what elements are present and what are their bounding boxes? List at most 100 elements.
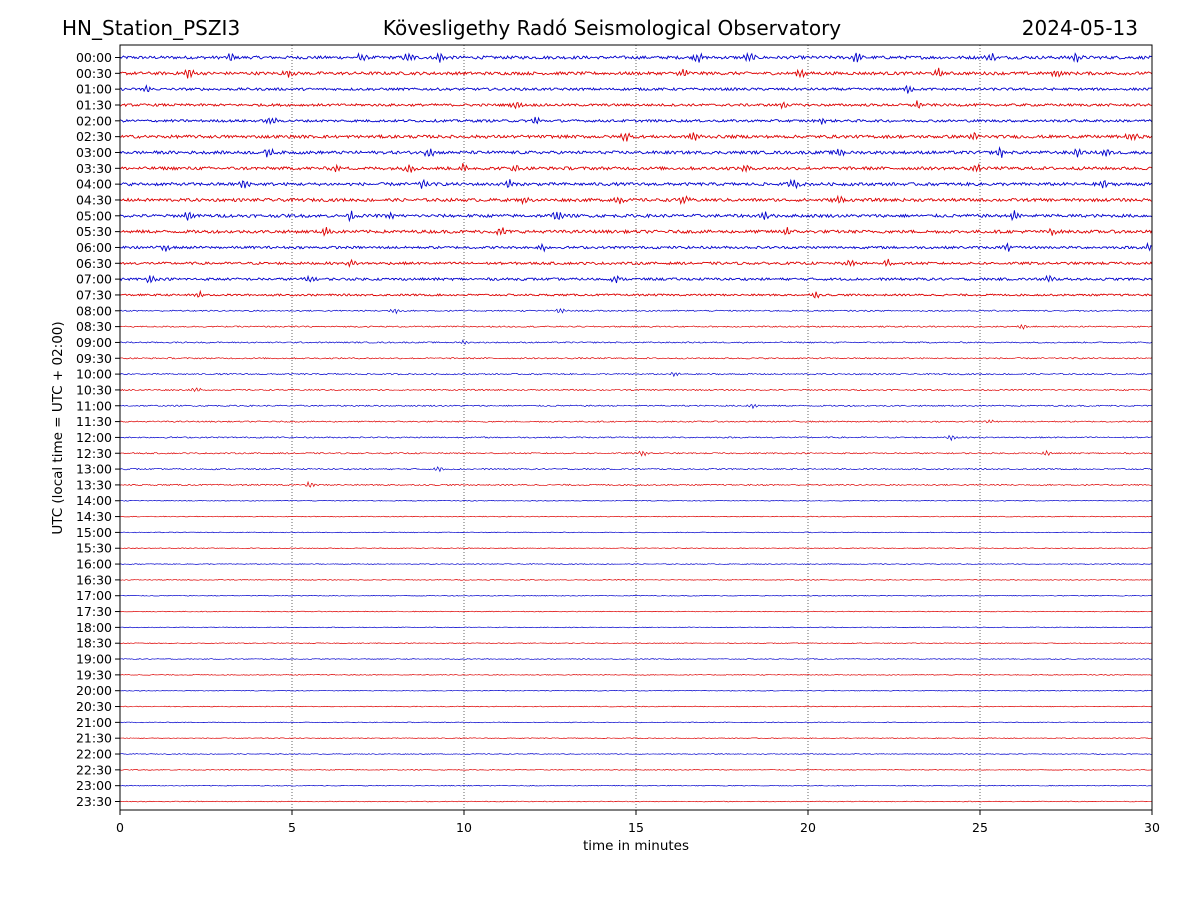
row-label-2230: 22:30	[76, 762, 112, 777]
row-label-2130: 21:30	[76, 731, 112, 746]
trace-0500	[119, 210, 1153, 223]
trace-1600	[119, 563, 1153, 565]
trace-2100	[119, 721, 1153, 724]
row-label-2330: 23:30	[76, 794, 112, 809]
row-label-1230: 12:30	[76, 446, 112, 461]
row-label-2030: 20:30	[76, 699, 112, 714]
trace-1400	[119, 499, 1153, 502]
trace-1000	[119, 372, 1153, 378]
row-label-0900: 09:00	[76, 335, 112, 350]
date-title: 2024-05-13	[1022, 16, 1138, 40]
y-axis-ticks: 00:0000:3001:0001:3002:0002:3003:0003:30…	[76, 50, 120, 809]
trace-0630	[119, 258, 1153, 269]
trace-1700	[119, 594, 1153, 597]
trace-1030	[119, 387, 1153, 393]
plot-frame	[119, 44, 1153, 811]
trace-1430	[119, 515, 1153, 518]
trace-0130	[119, 100, 1153, 110]
trace-1230	[119, 449, 1153, 457]
x-tick-label: 30	[1144, 820, 1160, 835]
row-label-1600: 16:00	[76, 557, 112, 572]
trace-1130	[119, 419, 1153, 424]
row-label-1630: 16:30	[76, 572, 112, 587]
trace-0200	[119, 116, 1153, 125]
trace-0900	[119, 339, 1153, 345]
trace-0330	[119, 162, 1153, 173]
x-tick-label: 20	[800, 820, 816, 835]
x-tick-label: 15	[628, 820, 644, 835]
x-axis-ticks: 0 5 10 15 20 25 30	[116, 810, 1160, 835]
row-label-0400: 04:00	[76, 177, 112, 192]
row-label-1700: 17:00	[76, 588, 112, 603]
row-label-1530: 15:30	[76, 541, 112, 556]
row-label-1800: 18:00	[76, 620, 112, 635]
row-label-0100: 01:00	[76, 82, 112, 97]
row-label-0200: 02:00	[76, 113, 112, 128]
x-tick-label: 10	[456, 820, 472, 835]
x-axis-label: time in minutes	[583, 838, 689, 854]
row-label-0700: 07:00	[76, 272, 112, 287]
row-label-0030: 00:30	[76, 66, 112, 81]
trace-0300	[119, 146, 1153, 158]
row-label-0830: 08:30	[76, 319, 112, 334]
row-label-2200: 22:00	[76, 747, 112, 762]
observatory-title: Kövesligethy Radó Seismological Observat…	[383, 16, 841, 40]
trace-1500	[119, 531, 1153, 534]
trace-0430	[119, 194, 1153, 206]
trace-0800	[119, 308, 1153, 315]
row-label-0230: 02:30	[76, 129, 112, 144]
trace-2330	[119, 800, 1153, 803]
row-label-1930: 19:30	[76, 667, 112, 682]
row-label-2100: 21:00	[76, 715, 112, 730]
x-tick-label: 25	[972, 820, 988, 835]
station-title: HN_Station_PSZI3	[62, 16, 240, 40]
trace-0230	[119, 131, 1153, 142]
row-label-1400: 14:00	[76, 493, 112, 508]
trace-0730	[119, 289, 1153, 299]
row-label-1200: 12:00	[76, 430, 112, 445]
trace-1930	[119, 674, 1153, 676]
vertical-gridlines	[291, 45, 981, 810]
row-label-2300: 23:00	[76, 778, 112, 793]
trace-0000	[119, 51, 1153, 63]
x-tick-label: 0	[116, 820, 124, 835]
trace-1730	[119, 610, 1153, 613]
trace-2000	[119, 689, 1153, 692]
trace-1630	[119, 579, 1153, 581]
row-label-1330: 13:30	[76, 477, 112, 492]
trace-1830	[119, 642, 1153, 645]
trace-1200	[119, 434, 1153, 442]
row-label-0330: 03:30	[76, 161, 112, 176]
trace-2300	[119, 784, 1153, 787]
row-label-0630: 06:30	[76, 256, 112, 271]
row-label-1100: 11:00	[76, 398, 112, 413]
row-label-1130: 11:30	[76, 414, 112, 429]
trace-0030	[119, 67, 1153, 79]
trace-0100	[119, 84, 1153, 94]
trace-0530	[119, 226, 1153, 237]
row-label-1500: 15:00	[76, 525, 112, 540]
trace-0930	[119, 357, 1153, 360]
row-label-0800: 08:00	[76, 303, 112, 318]
trace-2130	[119, 737, 1152, 740]
trace-2200	[119, 753, 1153, 755]
row-label-0430: 04:30	[76, 192, 112, 207]
row-label-0530: 05:30	[76, 224, 112, 239]
trace-0700	[119, 274, 1153, 284]
trace-0830	[119, 323, 1153, 330]
y-axis-label: UTC (local time = UTC + 02:00)	[50, 321, 66, 534]
trace-1530	[119, 547, 1153, 550]
row-label-2000: 20:00	[76, 683, 112, 698]
trace-1100	[119, 403, 1153, 410]
row-label-0300: 03:00	[76, 145, 112, 160]
row-label-0500: 05:00	[76, 208, 112, 223]
row-label-1000: 10:00	[76, 367, 112, 382]
seismogram-traces	[119, 51, 1153, 803]
row-label-1300: 13:00	[76, 462, 112, 477]
x-tick-label: 5	[288, 820, 296, 835]
trace-1800	[119, 626, 1153, 629]
trace-2030	[119, 705, 1153, 708]
row-label-1730: 17:30	[76, 604, 112, 619]
trace-1300	[119, 466, 1153, 473]
